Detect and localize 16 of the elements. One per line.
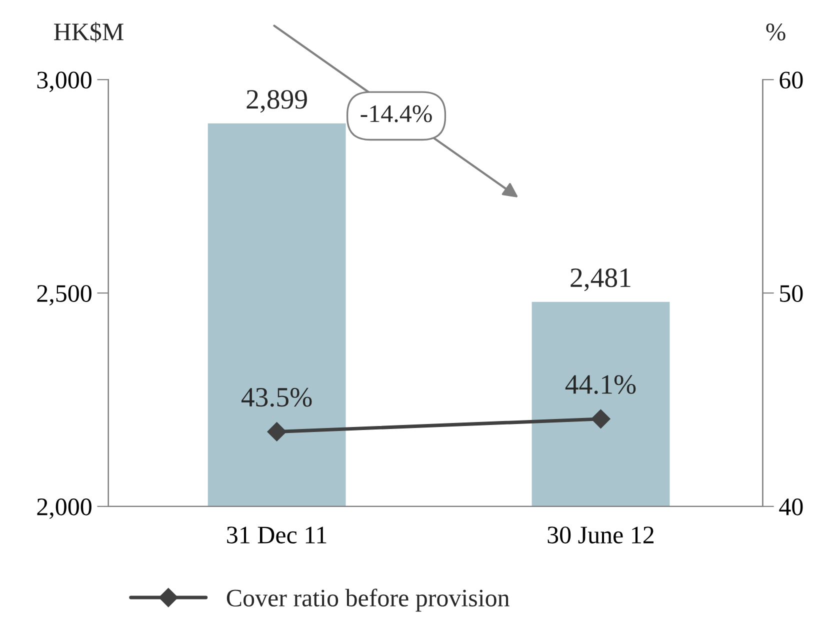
data-label: 2,899: [246, 90, 307, 113]
y2-tick-label: 60: [780, 72, 803, 89]
data-label: 2,481: [570, 268, 630, 292]
y-tick-label: 3,000: [37, 72, 92, 92]
data-label: 43.5%: [241, 388, 312, 407]
annotation: -14.4%: [360, 105, 432, 122]
x-tick-label: 31 Dec 11: [227, 526, 326, 544]
y-tick-label: 2,500: [37, 285, 92, 306]
y2-axis-title: %: [766, 24, 786, 40]
data-label: 44.1%: [565, 375, 636, 394]
y2-tick-label: 50: [780, 285, 803, 302]
x-tick-label: 30 June 12: [548, 526, 654, 544]
y-tick-label: 2,000: [37, 498, 92, 519]
legend-label: Cover ratio before provision: [226, 588, 510, 612]
y-axis-title: HK$M: [54, 22, 124, 42]
y2-tick-label: 40: [779, 498, 803, 516]
